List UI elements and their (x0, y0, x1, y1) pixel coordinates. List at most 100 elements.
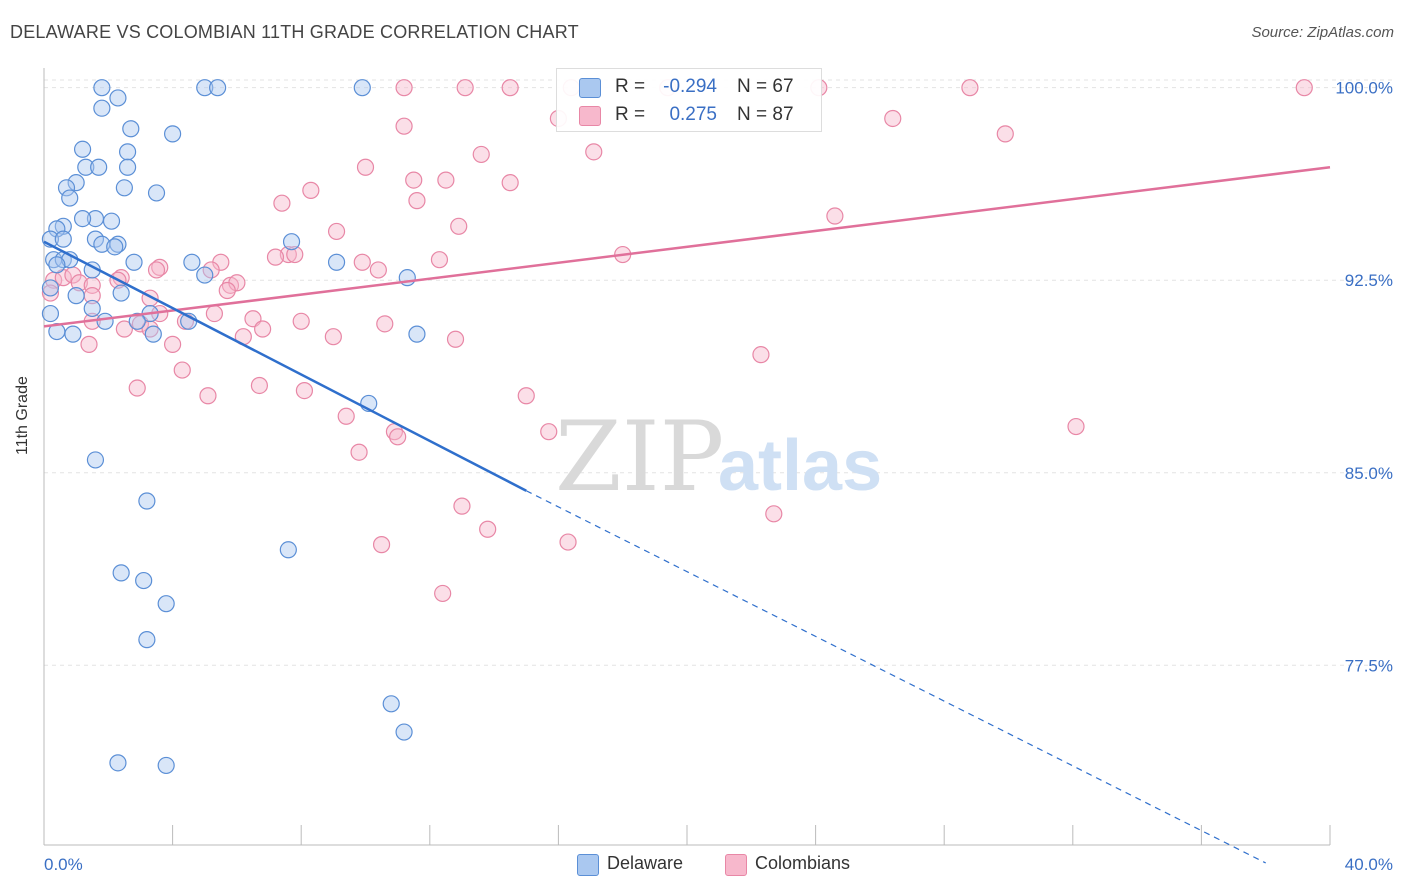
tick-labels: 77.5% 85.0% 92.5% 100.0% 0.0% 40.0% (44, 79, 1393, 874)
colombians-point (884, 109, 902, 128)
colombians-point (472, 145, 490, 164)
colombians-point (356, 158, 375, 176)
colombians-point (279, 245, 297, 264)
colombians-point (372, 536, 391, 554)
legend-label-delaware: Delaware (607, 853, 684, 873)
delaware-point (93, 79, 111, 97)
delaware-point (395, 723, 413, 741)
y-tick-label: 85.0% (1345, 464, 1393, 483)
colombians-point (286, 245, 304, 264)
delaware-point (96, 312, 114, 330)
delaware-point (125, 253, 143, 271)
delaware-point (115, 179, 133, 197)
delaware-point (57, 179, 76, 197)
colombians-legend-swatch (725, 854, 747, 876)
delaware-point (83, 299, 101, 318)
colombians-point (765, 505, 783, 523)
colombians-point (437, 171, 455, 189)
colombians-point (559, 533, 577, 551)
delaware-point (112, 284, 130, 302)
watermark-atlas: atlas (718, 426, 882, 506)
colombians-point (205, 304, 223, 323)
colombians-point (164, 335, 182, 353)
source-label: Source: ZipAtlas.com (1251, 24, 1394, 41)
colombians-point (453, 497, 471, 515)
colombians-point (752, 346, 770, 364)
delaware-trend-line (43, 240, 527, 492)
colombians-point (350, 443, 368, 461)
delaware-point (279, 541, 297, 559)
colombians-point (302, 181, 320, 199)
legend-row-delaware: R = -0.294 N = 67 (557, 73, 821, 101)
legend-row-colombians: R = 0.275 N = 87 (557, 101, 821, 129)
x-tick-label: 0.0% (44, 855, 83, 874)
colombians-point (434, 584, 452, 603)
colombians-point (369, 261, 387, 279)
y-tick-label: 92.5% (1345, 271, 1393, 290)
colombians-point (1295, 79, 1313, 97)
colombians-point (501, 79, 519, 97)
delaware-point (109, 235, 127, 253)
delaware-point (112, 564, 130, 582)
series-legend: Delaware Colombians (0, 852, 1406, 878)
x-tick-label: 40.0% (1345, 855, 1393, 874)
colombians-point (199, 387, 217, 405)
colombians-point (250, 376, 269, 395)
delaware-point (109, 89, 127, 107)
colombians-point (446, 330, 465, 348)
delaware-point (157, 756, 175, 775)
legend-r-label: R = (615, 104, 646, 125)
colombians-point (80, 335, 98, 353)
colombians-point (295, 382, 314, 400)
delaware-point (327, 253, 346, 271)
legend-label-colombians: Colombians (755, 853, 851, 873)
y-tick-label: 100.0% (1335, 79, 1393, 98)
colombians-point (395, 117, 413, 135)
delaware-point (67, 174, 85, 192)
delaware-point (73, 210, 92, 228)
colombians-point (337, 407, 355, 425)
y-tick-label: 77.5% (1345, 656, 1393, 675)
delaware-point (147, 184, 166, 202)
colombians-point (273, 194, 291, 212)
delaware-swatch (579, 78, 601, 98)
delaware-point (64, 325, 82, 343)
colombians-point (389, 428, 407, 446)
delaware-point (118, 143, 137, 161)
colombians-point (585, 143, 603, 161)
colombians-point (1067, 417, 1085, 436)
delaware-point (61, 189, 79, 207)
colombians-point (147, 261, 166, 279)
colombians-point (376, 315, 394, 333)
colombians-point (151, 258, 169, 276)
delaware-point (41, 304, 60, 323)
delaware-point (41, 279, 60, 297)
delaware-point (209, 79, 227, 97)
grid-lines (44, 79, 1392, 666)
colombians-point (324, 328, 342, 346)
colombians-point (961, 79, 979, 97)
legend-n-label: N = 67 (737, 76, 794, 97)
delaware-legend-swatch (577, 854, 599, 876)
legend-r-value: 0.275 (669, 104, 717, 125)
colombians-point (41, 284, 60, 302)
delaware-point (382, 695, 400, 713)
legend-r-label: R = (615, 76, 646, 97)
delaware-point (48, 220, 66, 238)
delaware-point (138, 631, 156, 649)
delaware-point (144, 325, 162, 343)
colombians-point (501, 174, 519, 192)
watermark-zip: ZIP (555, 401, 724, 513)
delaware-point (109, 754, 127, 772)
delaware-point (353, 79, 371, 97)
delaware-point (90, 158, 108, 176)
colombians-point (70, 274, 88, 292)
colombians-point (540, 423, 558, 441)
colombians-swatch (579, 106, 601, 126)
delaware-point (48, 256, 66, 274)
colombians-point (408, 192, 426, 210)
trend-lines (43, 166, 1331, 864)
delaware-point (138, 492, 156, 510)
colombians-point (128, 379, 146, 397)
